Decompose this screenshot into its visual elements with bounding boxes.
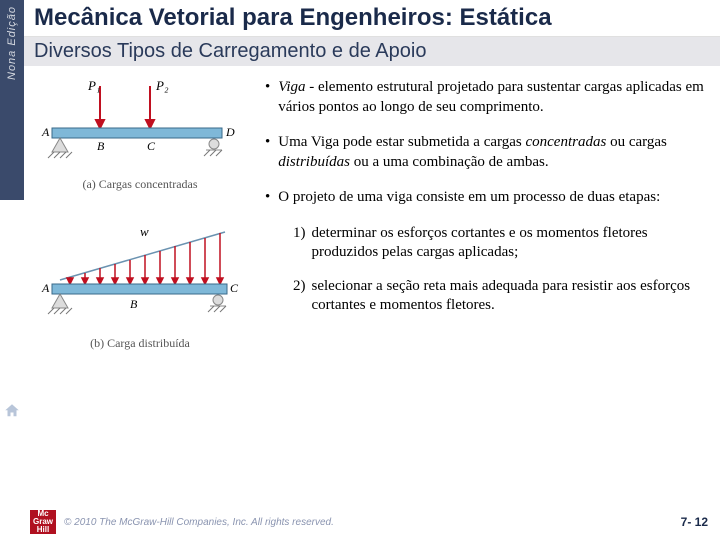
bullet-marker: • (265, 133, 270, 172)
bullet-2-post: ou a uma combina­ção de ambas. (350, 154, 549, 170)
figures-column: P₁ P₂ A B C D (30, 78, 250, 381)
figure-b-caption: (b) Carga distribuída (30, 336, 250, 351)
label-a2: A (41, 281, 50, 295)
step-2-text: selecionar a seção reta mais adequada pa… (312, 277, 711, 316)
step-2: 2) selecionar a seção reta mais adequada… (293, 277, 710, 316)
bullet-1-text: - elemento estrutural projetado para sus… (278, 79, 704, 115)
bullet-2-pre: Uma Viga pode estar submetida a cargas (278, 134, 525, 150)
term-viga: Viga (278, 79, 305, 95)
figure-b-svg: w A B (30, 222, 240, 332)
label-b2: B (130, 297, 138, 311)
bullet-2-mid: ou cargas (606, 134, 667, 150)
label-c2: C (230, 281, 239, 295)
bullet-marker: • (265, 188, 270, 208)
label-d: D (225, 125, 235, 139)
label-p2: P₂ (155, 78, 169, 93)
step-2-num: 2) (293, 277, 306, 316)
publisher-logo: Mc Graw Hill (30, 510, 56, 534)
bullet-1: • Viga - elemento estrutural projetado p… (265, 78, 710, 117)
label-p1: P₁ (87, 78, 100, 93)
content-area: P₁ P₂ A B C D (0, 66, 720, 381)
subtitle-bar: Diversos Tipos de Carregamento e de Apoi… (24, 37, 720, 66)
label-w: w (140, 224, 149, 239)
page-title: Mecânica Vetorial para Engenheiros: Está… (34, 4, 710, 32)
step-1-text: determinar os esforços cortantes e os mo… (312, 224, 711, 263)
term-concentradas: concen­tradas (525, 134, 606, 150)
step-1-num: 1) (293, 224, 306, 263)
figure-a: P₁ P₂ A B C D (30, 78, 250, 192)
label-b: B (97, 139, 105, 153)
page-subtitle: Diversos Tipos de Carregamento e de Apoi… (34, 40, 710, 63)
bullet-3: • O projeto de uma viga consiste em um p… (265, 188, 710, 208)
figure-a-caption: (a) Cargas concentradas (30, 177, 250, 192)
title-bar: Mecânica Vetorial para Engenheiros: Está… (24, 0, 720, 37)
logo-line: Hill (37, 526, 49, 534)
copyright-text: © 2010 The McGraw-Hill Companies, Inc. A… (64, 517, 334, 528)
bullet-3-text: O projeto de uma viga consiste em um pro… (278, 188, 710, 208)
text-column: • Viga - elemento estrutural projetado p… (265, 78, 710, 381)
bullet-marker: • (265, 78, 270, 117)
figure-a-svg: P₁ P₂ A B C D (30, 78, 240, 173)
label-c: C (147, 139, 156, 153)
page-number: 7- 12 (681, 515, 708, 529)
footer: Mc Graw Hill © 2010 The McGraw-Hill Comp… (30, 510, 708, 534)
edition-tab: Nona Edição (0, 0, 24, 200)
label-a: A (41, 125, 50, 139)
home-icon[interactable] (2, 402, 22, 420)
step-1: 1) determinar os esforços cortantes e os… (293, 224, 710, 263)
bullet-2: • Uma Viga pode estar submetida a cargas… (265, 133, 710, 172)
term-distribuidas: distribuídas (278, 154, 350, 170)
figure-b: w A B (30, 222, 250, 351)
